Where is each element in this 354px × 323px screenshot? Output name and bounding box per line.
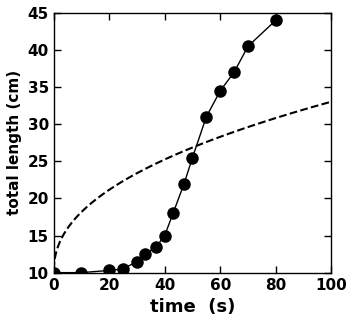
Y-axis label: total length (cm): total length (cm) <box>7 70 22 215</box>
X-axis label: time  (s): time (s) <box>150 298 235 316</box>
